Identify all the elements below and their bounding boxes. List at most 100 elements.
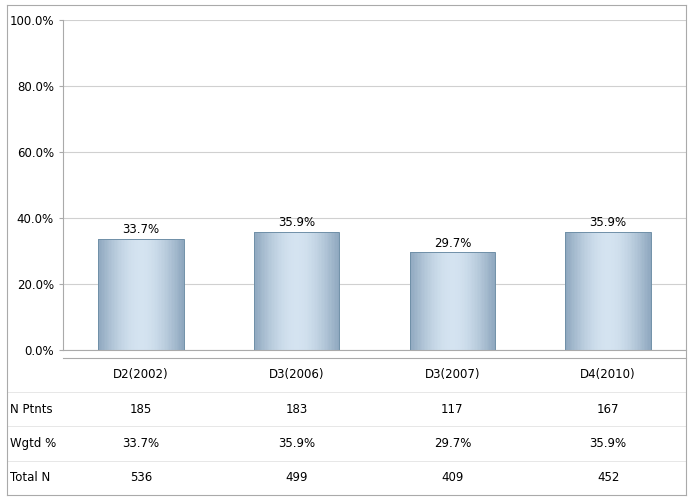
- Bar: [454, 252, 455, 350]
- Bar: [305, 232, 307, 350]
- Bar: [153, 239, 154, 350]
- Bar: [293, 232, 294, 350]
- Bar: [470, 252, 471, 350]
- Bar: [601, 232, 603, 350]
- Bar: [112, 239, 113, 350]
- Bar: [474, 252, 475, 350]
- Bar: [181, 239, 182, 350]
- Bar: [149, 239, 151, 350]
- Bar: [628, 232, 629, 350]
- Bar: [612, 232, 614, 350]
- Bar: [615, 232, 617, 350]
- Bar: [179, 239, 181, 350]
- Bar: [132, 239, 134, 350]
- Bar: [300, 232, 301, 350]
- Bar: [304, 232, 305, 350]
- Bar: [449, 252, 451, 350]
- Bar: [142, 239, 144, 350]
- Bar: [98, 239, 99, 350]
- Bar: [588, 232, 589, 350]
- Text: 499: 499: [286, 472, 308, 484]
- Bar: [604, 232, 606, 350]
- Bar: [464, 252, 466, 350]
- Bar: [261, 232, 262, 350]
- Bar: [444, 252, 445, 350]
- Bar: [258, 232, 260, 350]
- Bar: [458, 252, 459, 350]
- Bar: [158, 239, 160, 350]
- Bar: [99, 239, 101, 350]
- Bar: [447, 252, 448, 350]
- Bar: [566, 232, 651, 350]
- Bar: [111, 239, 112, 350]
- Bar: [608, 232, 610, 350]
- Bar: [265, 232, 267, 350]
- Bar: [120, 239, 121, 350]
- Bar: [489, 252, 491, 350]
- Bar: [448, 252, 449, 350]
- Bar: [106, 239, 108, 350]
- Text: 185: 185: [130, 402, 152, 415]
- Bar: [130, 239, 131, 350]
- Bar: [477, 252, 478, 350]
- Bar: [281, 232, 282, 350]
- Bar: [480, 252, 481, 350]
- Bar: [174, 239, 175, 350]
- Bar: [302, 232, 304, 350]
- Bar: [125, 239, 127, 350]
- Bar: [425, 252, 427, 350]
- Text: 409: 409: [441, 472, 463, 484]
- Bar: [484, 252, 485, 350]
- Bar: [104, 239, 105, 350]
- Bar: [451, 252, 452, 350]
- Text: N Ptnts: N Ptnts: [10, 402, 53, 415]
- Bar: [641, 232, 643, 350]
- Text: 33.7%: 33.7%: [122, 437, 160, 450]
- Bar: [167, 239, 168, 350]
- Bar: [433, 252, 434, 350]
- Bar: [274, 232, 275, 350]
- Bar: [581, 232, 582, 350]
- Bar: [611, 232, 612, 350]
- Bar: [636, 232, 637, 350]
- Bar: [291, 232, 293, 350]
- Bar: [427, 252, 428, 350]
- Bar: [319, 232, 321, 350]
- Bar: [410, 252, 495, 350]
- Bar: [134, 239, 135, 350]
- Bar: [600, 232, 601, 350]
- Bar: [422, 252, 423, 350]
- Bar: [124, 239, 125, 350]
- Bar: [475, 252, 477, 350]
- Bar: [154, 239, 155, 350]
- Bar: [172, 239, 174, 350]
- Bar: [445, 252, 447, 350]
- Bar: [294, 232, 295, 350]
- Bar: [632, 232, 634, 350]
- Bar: [625, 232, 626, 350]
- Text: D3(2006): D3(2006): [269, 368, 324, 381]
- Bar: [155, 239, 157, 350]
- Bar: [128, 239, 130, 350]
- Bar: [452, 252, 454, 350]
- Bar: [141, 239, 142, 350]
- Bar: [620, 232, 621, 350]
- Bar: [610, 232, 611, 350]
- Bar: [585, 232, 587, 350]
- Bar: [440, 252, 441, 350]
- Bar: [466, 252, 467, 350]
- Bar: [162, 239, 164, 350]
- Bar: [577, 232, 578, 350]
- Bar: [145, 239, 146, 350]
- Bar: [624, 232, 625, 350]
- Bar: [131, 239, 132, 350]
- Bar: [146, 239, 148, 350]
- Bar: [262, 232, 264, 350]
- Bar: [335, 232, 337, 350]
- Bar: [456, 252, 458, 350]
- Bar: [637, 232, 638, 350]
- Bar: [136, 239, 138, 350]
- Bar: [412, 252, 414, 350]
- Bar: [629, 232, 631, 350]
- Bar: [595, 232, 596, 350]
